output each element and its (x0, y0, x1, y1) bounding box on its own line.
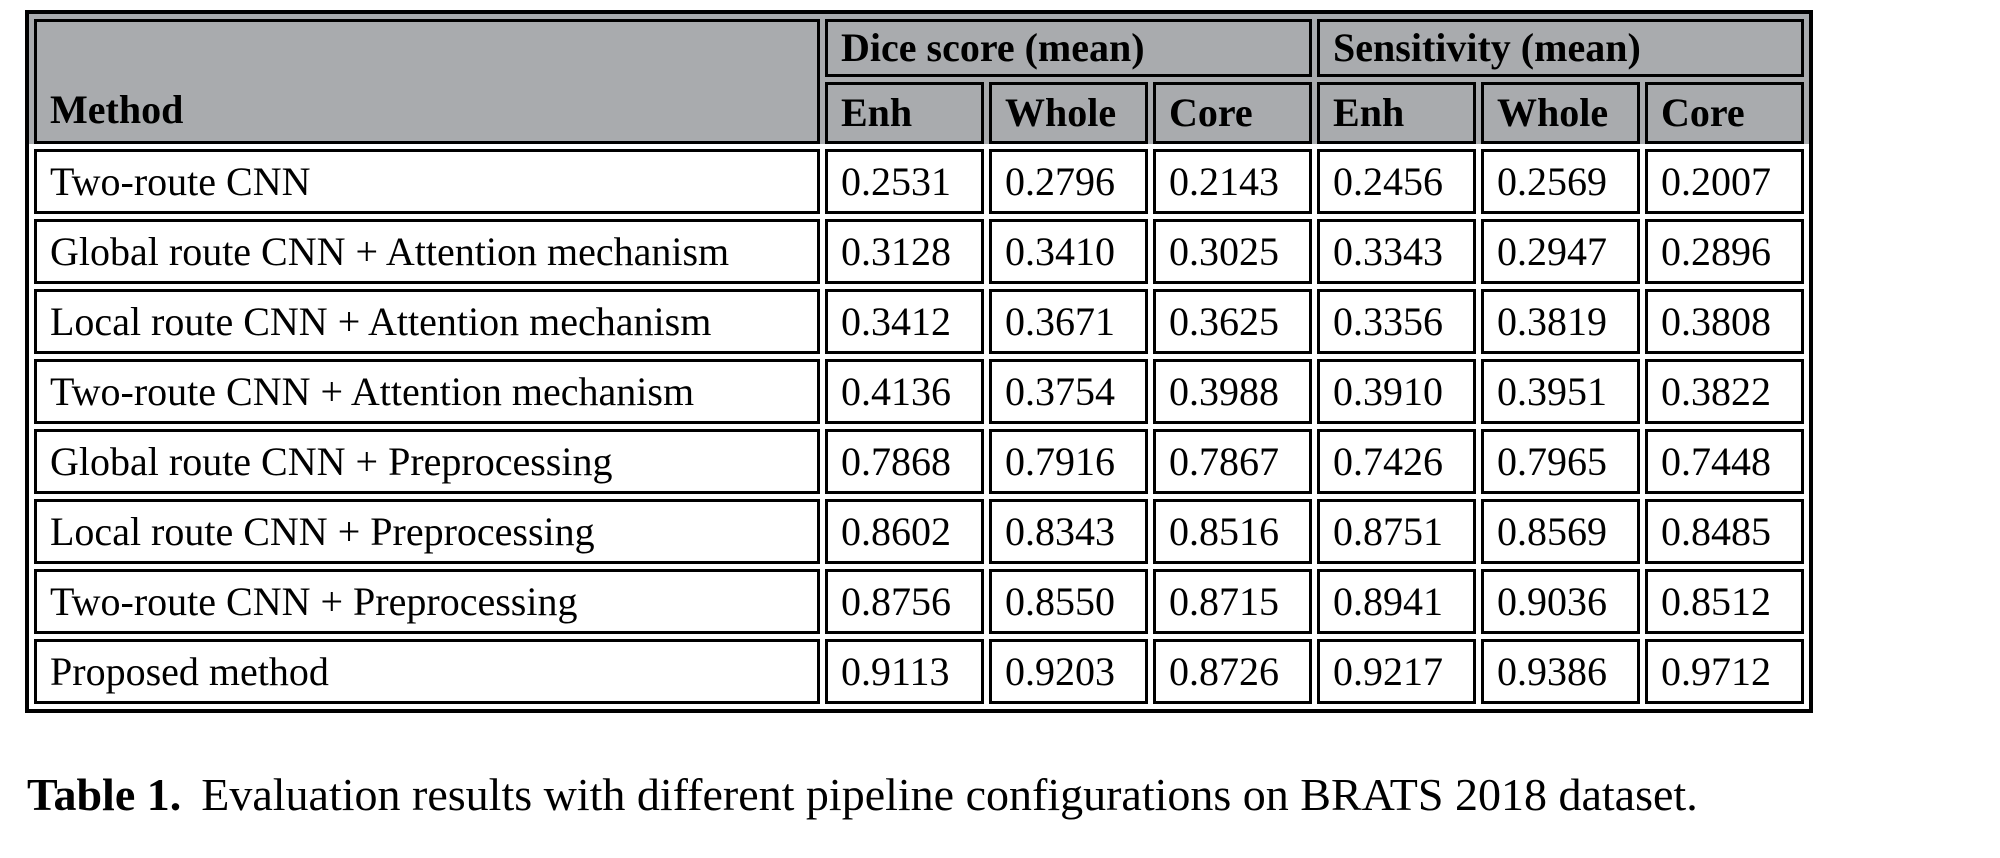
value-cell: 0.3822 (1645, 359, 1805, 424)
value-cell: 0.2531 (825, 149, 984, 214)
value-cell: 0.8343 (989, 499, 1148, 564)
value-cell: 0.7448 (1645, 429, 1805, 494)
value-cell: 0.3343 (1317, 219, 1477, 284)
method-cell: Two-route CNN + Preprocessing (34, 569, 820, 634)
table-row: Two-route CNN + Preprocessing 0.8756 0.8… (34, 569, 1805, 634)
value-cell: 0.3412 (825, 289, 984, 354)
value-cell: 0.7426 (1317, 429, 1477, 494)
value-cell: 0.3819 (1481, 289, 1641, 354)
value-cell: 0.2007 (1645, 149, 1805, 214)
subheader-dice-enh: Enh (825, 82, 984, 144)
value-cell: 0.8726 (1153, 639, 1313, 704)
caption-label: Table 1. (27, 769, 182, 820)
header-group-row: Method Dice score (mean) Sensitivity (me… (34, 19, 1805, 144)
table-row: Global route CNN + Preprocessing 0.7868 … (34, 429, 1805, 494)
value-cell: 0.8485 (1645, 499, 1805, 564)
value-cell: 0.2456 (1317, 149, 1477, 214)
caption-text: Evaluation results with different pipeli… (201, 769, 1698, 820)
table-body: Two-route CNN 0.2531 0.2796 0.2143 0.245… (34, 149, 1805, 704)
value-cell: 0.2896 (1645, 219, 1805, 284)
method-cell: Global route CNN + Attention mechanism (34, 219, 820, 284)
value-cell: 0.4136 (825, 359, 984, 424)
table-row: Proposed method 0.9113 0.9203 0.8726 0.9… (34, 639, 1805, 704)
value-cell: 0.8516 (1153, 499, 1313, 564)
value-cell: 0.8751 (1317, 499, 1477, 564)
method-cell: Proposed method (34, 639, 820, 704)
value-cell: 0.3356 (1317, 289, 1477, 354)
value-cell: 0.3671 (989, 289, 1148, 354)
value-cell: 0.3910 (1317, 359, 1477, 424)
subheader-sens-core: Core (1645, 82, 1805, 144)
method-column-header: Method (34, 19, 820, 144)
header-sub-row: Enh Whole Core Enh Whole Core (34, 82, 1805, 144)
value-cell: 0.9386 (1481, 639, 1641, 704)
value-cell: 0.3025 (1153, 219, 1313, 284)
value-cell: 0.8602 (825, 499, 984, 564)
value-cell: 0.8756 (825, 569, 984, 634)
value-cell: 0.8569 (1481, 499, 1641, 564)
value-cell: 0.7916 (989, 429, 1148, 494)
subheader-dice-whole: Whole (989, 82, 1148, 144)
value-cell: 0.9712 (1645, 639, 1805, 704)
value-cell: 0.9203 (989, 639, 1148, 704)
table-row: Local route CNN + Attention mechanism 0.… (34, 289, 1805, 354)
page: Method Dice score (mean) Sensitivity (me… (25, 10, 2000, 822)
method-cell: Two-route CNN + Attention mechanism (34, 359, 820, 424)
value-cell: 0.8550 (989, 569, 1148, 634)
method-cell: Two-route CNN (34, 149, 820, 214)
value-cell: 0.3988 (1153, 359, 1313, 424)
group-header-sensitivity: Sensitivity (mean) (1317, 19, 1805, 77)
value-cell: 0.9217 (1317, 639, 1477, 704)
value-cell: 0.3951 (1481, 359, 1641, 424)
value-cell: 0.3128 (825, 219, 984, 284)
value-cell: 0.8941 (1317, 569, 1477, 634)
value-cell: 0.8715 (1153, 569, 1313, 634)
method-cell: Global route CNN + Preprocessing (34, 429, 820, 494)
value-cell: 0.3808 (1645, 289, 1805, 354)
value-cell: 0.9036 (1481, 569, 1641, 634)
value-cell: 0.2947 (1481, 219, 1641, 284)
table-row: Two-route CNN + Attention mechanism 0.41… (34, 359, 1805, 424)
table-caption: Table 1. Evaluation results with differen… (27, 769, 2000, 822)
results-table: Method Dice score (mean) Sensitivity (me… (25, 10, 1814, 713)
value-cell: 0.7868 (825, 429, 984, 494)
value-cell: 0.2143 (1153, 149, 1313, 214)
value-cell: 0.7965 (1481, 429, 1641, 494)
table-header: Method Dice score (mean) Sensitivity (me… (34, 19, 1805, 144)
table-row: Two-route CNN 0.2531 0.2796 0.2143 0.245… (34, 149, 1805, 214)
value-cell: 0.3754 (989, 359, 1148, 424)
subheader-sens-whole: Whole (1481, 82, 1641, 144)
group-header-dice: Dice score (mean) (825, 19, 1313, 77)
value-cell: 0.8512 (1645, 569, 1805, 634)
subheader-sens-enh: Enh (1317, 82, 1477, 144)
subheader-dice-core: Core (1153, 82, 1313, 144)
method-cell: Local route CNN + Attention mechanism (34, 289, 820, 354)
value-cell: 0.3410 (989, 219, 1148, 284)
value-cell: 0.7867 (1153, 429, 1313, 494)
table-row: Global route CNN + Attention mechanism 0… (34, 219, 1805, 284)
value-cell: 0.9113 (825, 639, 984, 704)
method-cell: Local route CNN + Preprocessing (34, 499, 820, 564)
value-cell: 0.3625 (1153, 289, 1313, 354)
value-cell: 0.2569 (1481, 149, 1641, 214)
value-cell: 0.2796 (989, 149, 1148, 214)
table-row: Local route CNN + Preprocessing 0.8602 0… (34, 499, 1805, 564)
